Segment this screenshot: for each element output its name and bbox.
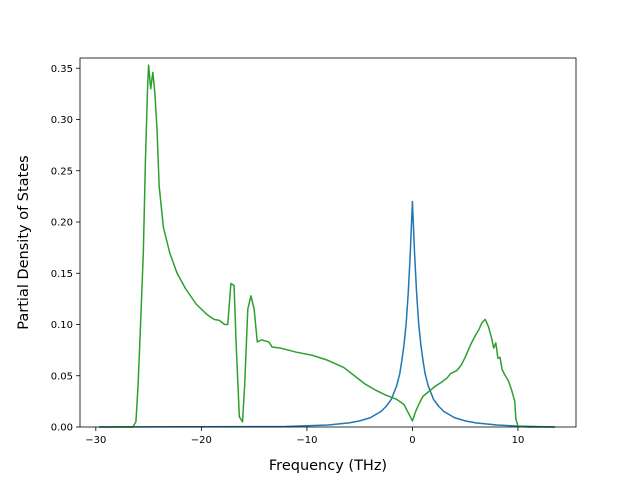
y-axis-label: Partial Density of States <box>16 155 32 329</box>
x-tick-label: 0 <box>409 435 415 446</box>
y-tick-label: 0.05 <box>51 371 73 382</box>
y-tick-label: 0.35 <box>51 64 73 75</box>
x-axis-label: Frequency (THz) <box>269 458 387 474</box>
y-tick-label: 0.25 <box>51 166 73 177</box>
y-axis: 0.00 0.05 0.10 0.15 0.20 0.25 0.30 0.35 <box>51 64 80 434</box>
y-tick-label: 0.15 <box>51 269 73 280</box>
series-line-2 <box>99 64 555 428</box>
x-tick-label: −20 <box>191 435 212 446</box>
y-tick-label: 0.20 <box>51 218 73 229</box>
y-tick-label: 0.00 <box>51 423 73 434</box>
y-tick-label: 0.10 <box>51 320 73 331</box>
x-tick-label: −10 <box>296 435 317 446</box>
y-tick-label: 0.30 <box>51 115 73 126</box>
series-layer <box>98 64 555 428</box>
series-line-1 <box>98 200 555 428</box>
x-tick-label: −30 <box>85 435 106 446</box>
x-axis: −30 −20 −10 0 10 <box>85 427 524 446</box>
plot-frame <box>79 57 577 428</box>
x-tick-label: 10 <box>512 435 525 446</box>
